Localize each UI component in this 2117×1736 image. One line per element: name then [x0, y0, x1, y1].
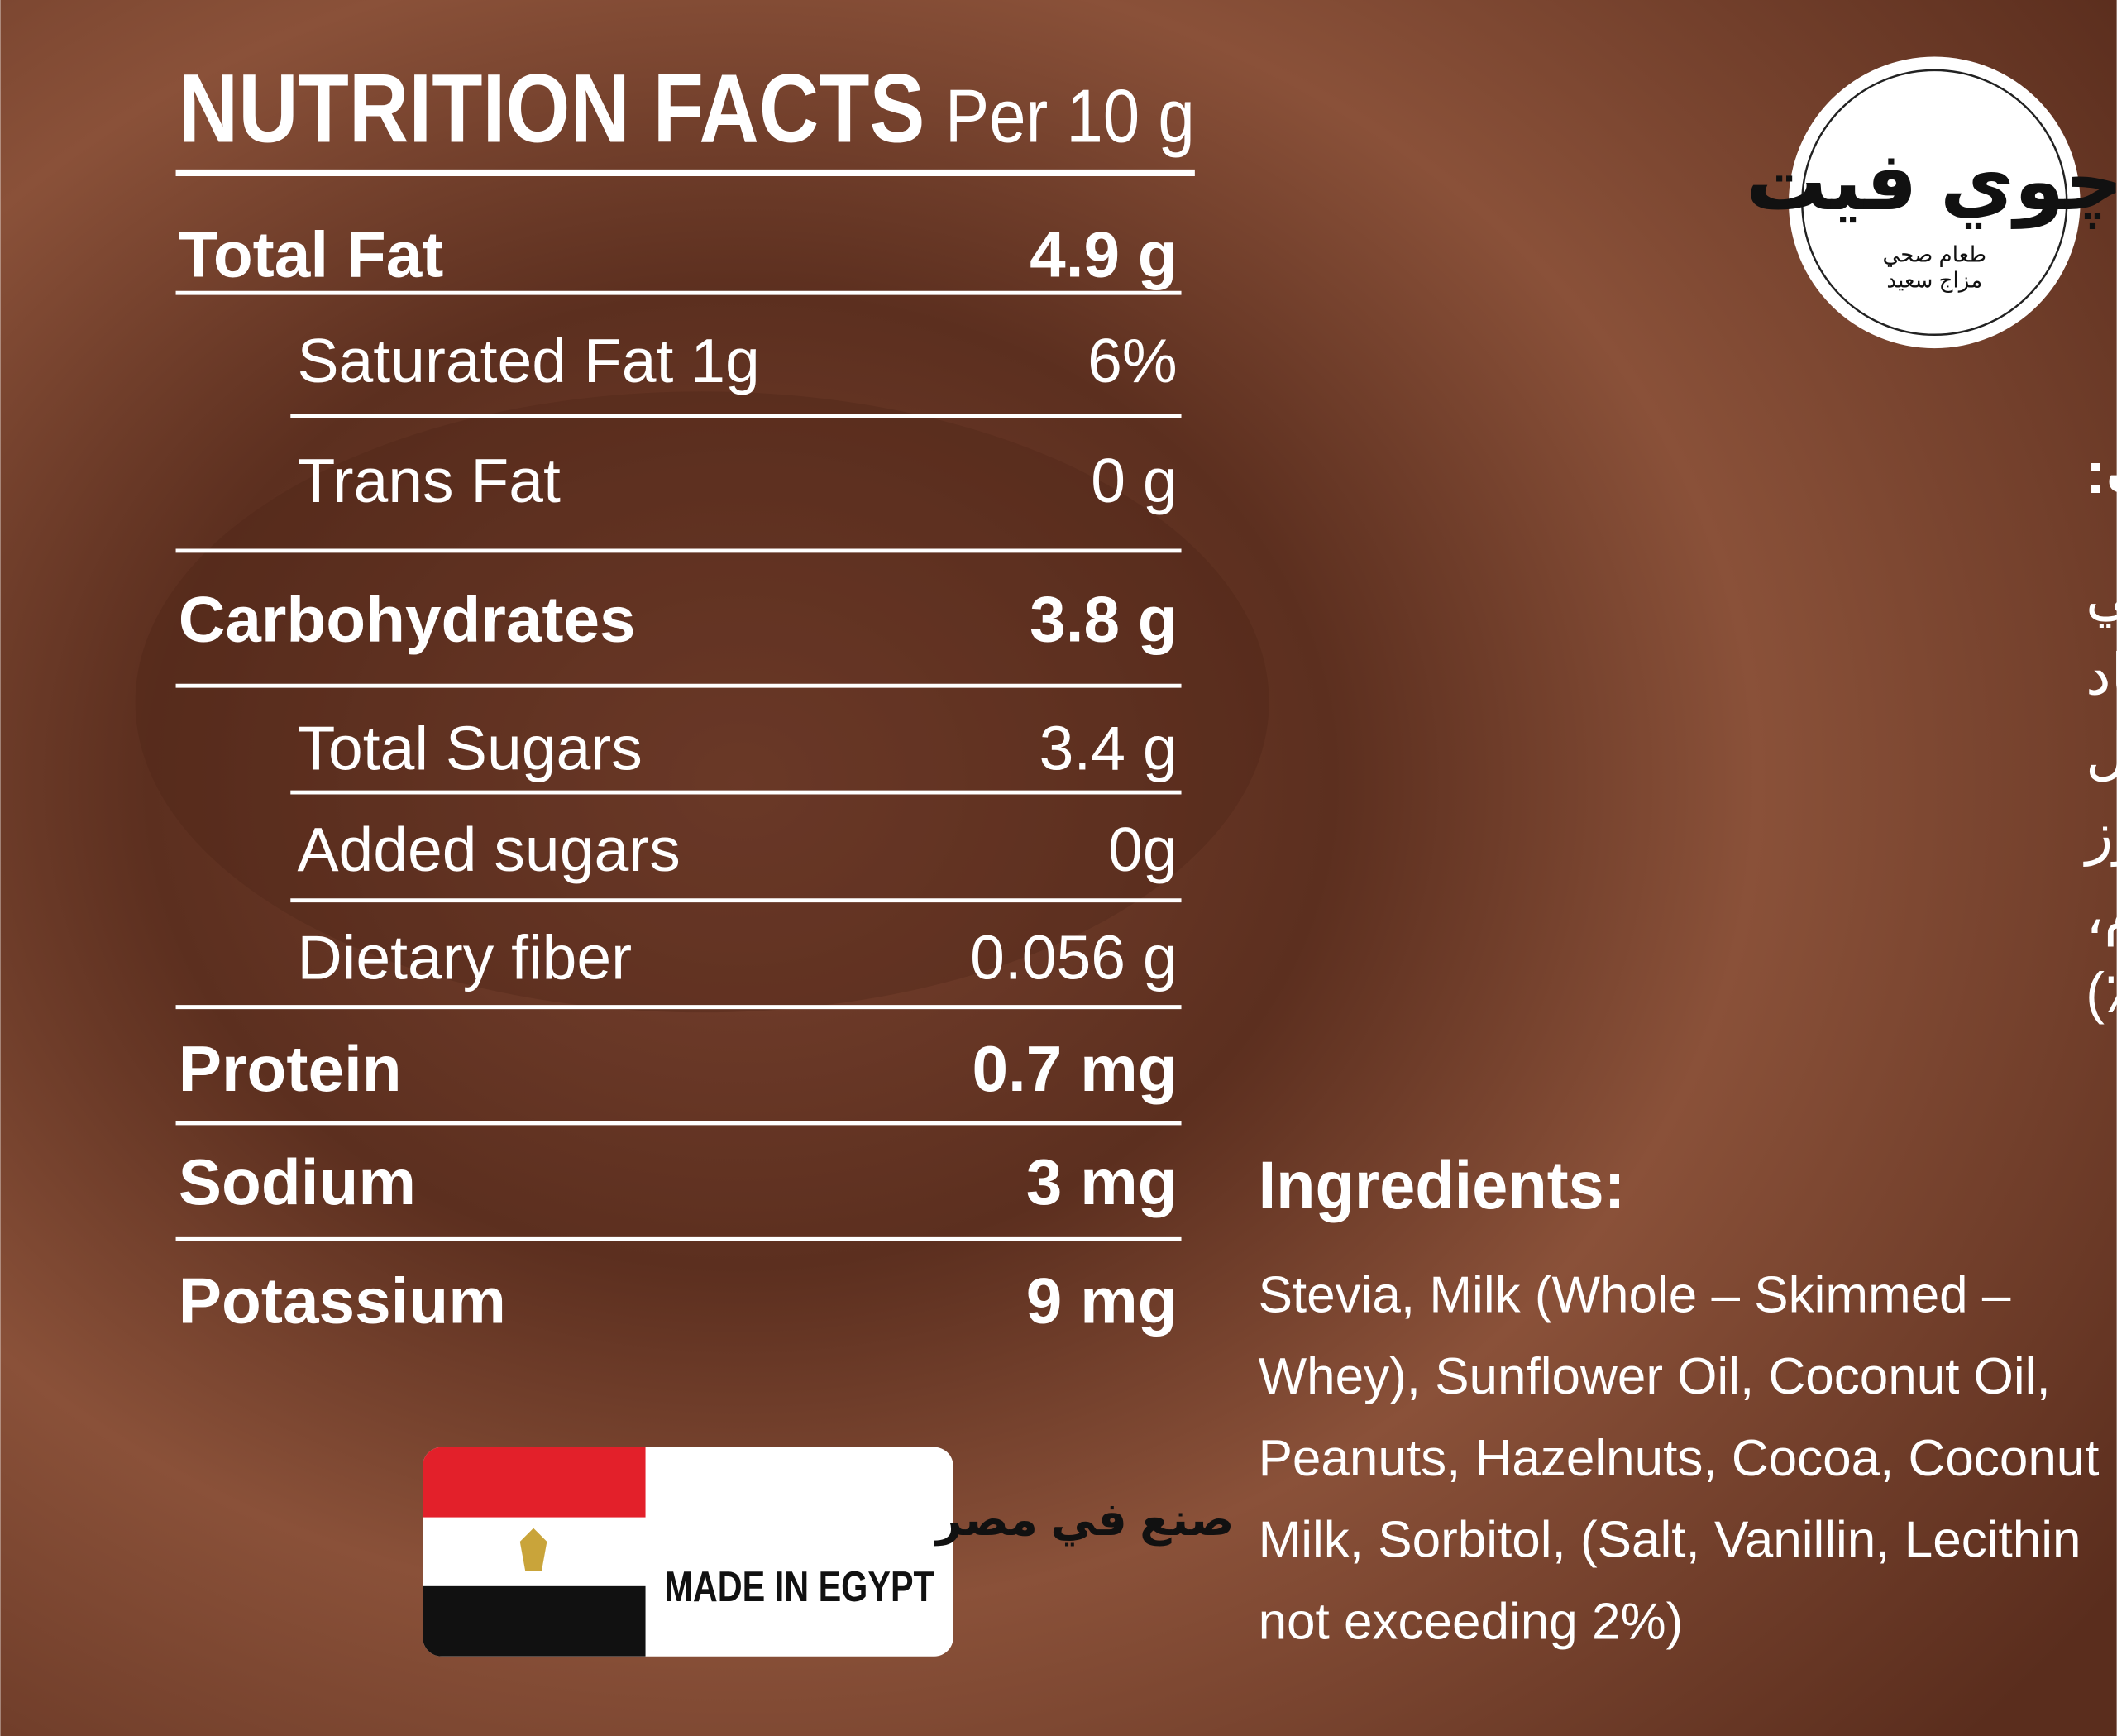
nutrient-name: Total Fat: [179, 218, 444, 291]
badge-english: MADE IN EGYPT: [664, 1563, 934, 1611]
ingredients-ar-line: ستيفيا، ألبان (كامل الدسم - خالي: [2086, 557, 2117, 629]
ingredients-ar-line: الهند، سوربيتول، (ملح طعام،: [2086, 882, 2117, 947]
ingredients-ar-line: الدسم - مصل)، زيت عباد: [2086, 643, 2117, 708]
swirl: [135, 391, 1269, 1013]
sub-nutrient-name: Added sugars: [297, 815, 680, 884]
sub-nutrient-amount: 0.056 g: [970, 922, 1177, 992]
nutrient-name: Potassium: [179, 1265, 506, 1337]
ingredients-english: Ingredients: Stevia, Milk (Whole – Skimm…: [1259, 1148, 2100, 1651]
nutrient-amount: 9 mg: [1026, 1265, 1178, 1337]
sub-nutrient-name: Total Sugars: [297, 713, 642, 782]
ingredients-ar-line: فانيلين، ليسيثين لا يتعدى ٢٪): [2086, 961, 2117, 1026]
logo-line1: طعام صحي: [1883, 242, 1987, 267]
ingredients-ar-line: الشمس، زيت جوز الهند، فول: [2086, 722, 2117, 787]
nutrient-name: Carbohydrates: [179, 582, 636, 655]
sub-nutrient-name: Saturated Fat 1g: [297, 326, 759, 395]
ingredients-en-title: Ingredients:: [1259, 1148, 1626, 1223]
ingredients-en-line: Whey), Sunflower Oil, Coconut Oil,: [1259, 1348, 2051, 1405]
ingredients-arabic: المكونات: ستيفيا، ألبان (كامل الدسم - خا…: [2083, 440, 2117, 1026]
sub-nutrient-amount: 3.4 g: [1039, 713, 1178, 782]
logo-name: چوي فيت: [1746, 136, 2117, 229]
ingredients-en-line: Milk, Sorbitol, (Salt, Vanillin, Lecithi…: [1259, 1512, 2081, 1569]
serving: Per 10 g: [945, 74, 1195, 158]
nutrition-table: NUTRITION FACTS Per 10 g Total Fat 4.9 g S…: [175, 54, 1195, 1337]
sub-nutrient-amount: 0 g: [1091, 446, 1177, 515]
sub-nutrient-name: Trans Fat: [297, 446, 561, 515]
nutrient-name: Protein: [179, 1032, 402, 1105]
logo-line2: مزاج سعيد: [1886, 268, 1982, 294]
made-in-badge: صنع في مصر MADE IN EGYPT: [423, 1447, 1234, 1657]
ingredients-ar-line: سوداني، بندق، كاكاو، حليب جوز: [2083, 802, 2117, 868]
sub-nutrient-amount: 0g: [1108, 815, 1178, 884]
flag-black: [423, 1585, 646, 1657]
nutrient-amount: 0.7 mg: [972, 1032, 1177, 1105]
logo-ring: [1801, 69, 2068, 337]
title: NUTRITION FACTS: [179, 54, 925, 162]
ingredients-en-line: Peanuts, Hazelnuts, Cocoa, Coconut: [1259, 1430, 2100, 1487]
nutrient-amount: 3 mg: [1026, 1145, 1178, 1218]
nutrient-amount: 4.9 g: [1030, 218, 1177, 291]
nutrient-name: Sodium: [179, 1145, 416, 1218]
logo: چوي فيت طعام صحي مزاج سعيد: [1746, 56, 2117, 349]
ingredients-en-line: Stevia, Milk (Whole – Skimmed –: [1259, 1266, 2011, 1323]
sub-nutrient-amount: 6%: [1087, 326, 1178, 395]
nutrient-amount: 3.8 g: [1030, 582, 1177, 655]
logo-circle: [1789, 56, 2081, 349]
ingredients-ar-title: المكونات:: [2086, 440, 2117, 508]
ingredients-en-line: not exceeding 2%): [1259, 1593, 1684, 1650]
flag-eagle: [519, 1528, 547, 1571]
flag-red: [423, 1447, 646, 1518]
badge-arabic: صنع في مصر: [933, 1494, 1234, 1547]
sub-nutrient-name: Dietary fiber: [297, 922, 632, 992]
